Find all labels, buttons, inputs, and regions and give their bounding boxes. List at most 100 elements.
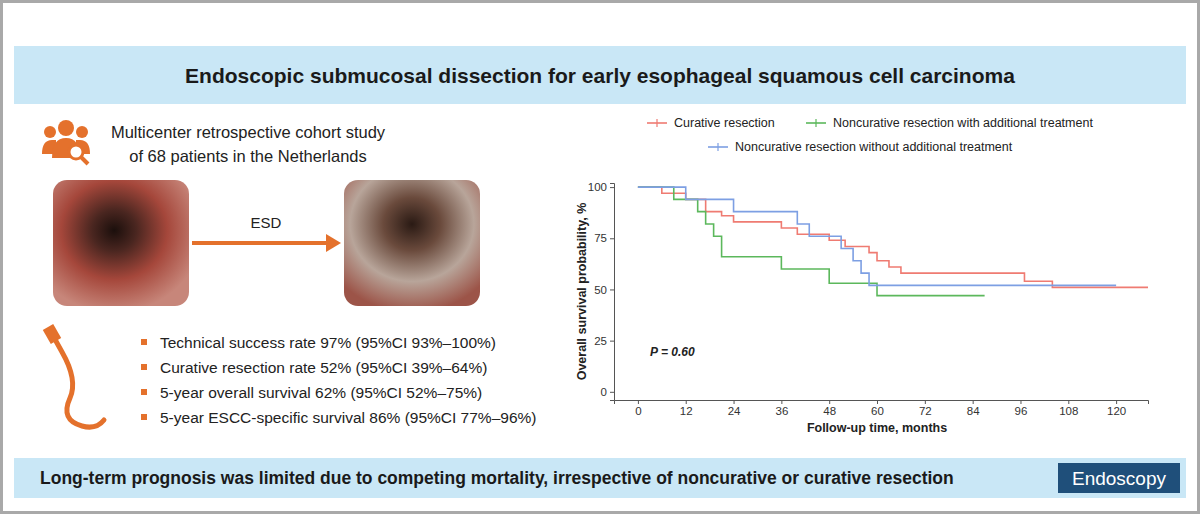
survival-curve [638, 187, 985, 296]
tick-label: 120 [1107, 405, 1126, 417]
legend-item: Curative resection [647, 116, 775, 130]
outer-frame [2, 2, 1199, 513]
tick-label: 25 [594, 335, 607, 347]
tick: 84 [967, 400, 980, 417]
axis-line [615, 401, 1149, 405]
footer-conclusion: Long-term prognosis was limited due to c… [40, 468, 954, 488]
tick: 120 [1107, 400, 1126, 417]
bullet [141, 389, 147, 395]
legend: Curative resection Noncurative resection … [647, 116, 1093, 154]
legend-swatch [656, 119, 657, 127]
legend-swatch [717, 143, 718, 151]
person-head [58, 120, 74, 136]
tick: 60 [871, 400, 884, 417]
x-axis-title: Follow-up time, months [807, 421, 947, 435]
tick: 25 [594, 335, 614, 347]
endoscope-icon [52, 334, 104, 427]
magnifier [69, 145, 83, 159]
result-text: Curative resection rate 52% (95%CI 39%–6… [160, 359, 487, 376]
tick-label: 48 [823, 405, 836, 417]
result-text: 5-year overall survival 62% (95%CI 52%–7… [160, 384, 482, 401]
person-head [44, 126, 56, 138]
tick: 75 [594, 232, 614, 244]
bullet [141, 414, 147, 420]
tick-label: 96 [1015, 405, 1028, 417]
tick-mark [925, 400, 926, 404]
tick: 50 [594, 284, 614, 296]
arrow-head [326, 234, 341, 252]
legend-label: Noncurative resection without additional… [735, 140, 1013, 154]
tick-mark [973, 400, 974, 404]
survival-curve [638, 187, 1148, 287]
tick-mark [1116, 400, 1117, 404]
arrow-shaft [192, 241, 328, 245]
tick-label: 100 [588, 181, 607, 193]
plot-area [638, 187, 1148, 296]
tick-label: 84 [967, 405, 980, 417]
tick-mark [610, 341, 614, 342]
tick-label: 24 [728, 405, 741, 417]
journal-name: Endoscopy [1072, 468, 1167, 489]
survival-curve [638, 187, 1116, 285]
tick-label: 72 [919, 405, 932, 417]
result-text: Technical success rate 97% (95%CI 93%–10… [160, 334, 496, 351]
tick-mark [610, 238, 614, 239]
tick: 0 [635, 400, 641, 417]
result-text: 5-year ESCC-specific survival 86% (95%CI… [160, 409, 536, 426]
tick: 96 [1015, 400, 1028, 417]
abstract: Endoscopic submucosal dissection for ear… [0, 0, 1200, 514]
legend-label: Noncurative resection with additional tr… [833, 116, 1093, 130]
header-band [14, 46, 1186, 104]
tick-mark [610, 187, 614, 188]
legend-item: Noncurative resection without additional… [708, 140, 1013, 154]
tick: 108 [1059, 400, 1078, 417]
tick-mark [638, 400, 639, 404]
tick-label: 50 [594, 284, 607, 296]
study-text: of 68 patients in the Netherlands [129, 147, 367, 165]
tick: 48 [823, 400, 836, 417]
x-axis: 0 12 24 36 48 60 72 84 96 108 120 [615, 400, 1149, 417]
tick: 0 [601, 386, 614, 398]
endoscope-handle [43, 324, 61, 344]
journal-box [1058, 463, 1180, 493]
axis-line [610, 184, 615, 401]
legend-label: Curative resection [674, 116, 775, 130]
tick-mark [734, 400, 735, 404]
tick-mark [610, 392, 614, 393]
legend-swatch [815, 119, 816, 127]
person-head [76, 126, 88, 138]
tick-label: 0 [601, 386, 607, 398]
footer-band [14, 458, 1186, 498]
tick-mark [829, 400, 830, 404]
header-title: Endoscopic submucosal dissection for ear… [185, 64, 1015, 87]
tick-mark [1020, 400, 1021, 404]
tick-label: 36 [775, 405, 788, 417]
bullet [141, 364, 147, 370]
procedure-label: ESD [251, 214, 282, 231]
tick: 100 [588, 181, 614, 193]
tick-label: 60 [871, 405, 884, 417]
tick-mark [781, 400, 782, 404]
photo-before [53, 180, 189, 306]
tick-label: 75 [594, 232, 607, 244]
tick-mark [686, 400, 687, 404]
y-axis-title: Overall survival probability, % [575, 203, 589, 381]
people-icon [42, 120, 90, 164]
bullet [141, 339, 147, 345]
tick-label: 12 [680, 405, 693, 417]
legend-item: Noncurative resection with additional tr… [806, 116, 1093, 130]
tick-mark [610, 289, 614, 290]
annotation: P = 0.60 [650, 345, 695, 359]
tick: 24 [728, 400, 741, 417]
tick: 36 [775, 400, 788, 417]
tick-mark [1068, 400, 1069, 404]
tick-mark [877, 400, 878, 404]
y-axis: 0 25 50 75 100 [588, 181, 615, 400]
tick-label: 0 [635, 405, 641, 417]
tick-label: 108 [1059, 405, 1078, 417]
tick: 12 [680, 400, 693, 417]
magnifier-handle [81, 157, 88, 164]
photo-after [344, 180, 480, 306]
tick: 72 [919, 400, 932, 417]
study-text: Multicenter retrospective cohort study [111, 123, 386, 141]
